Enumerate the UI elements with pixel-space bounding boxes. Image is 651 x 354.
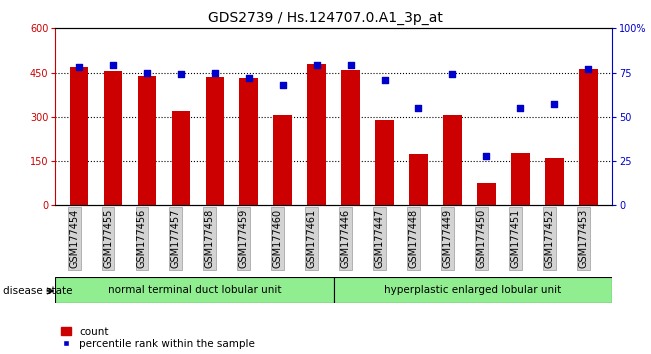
Text: GSM177454: GSM177454 bbox=[69, 209, 79, 268]
Bar bbox=[70, 67, 89, 205]
Bar bbox=[443, 115, 462, 205]
Point bbox=[210, 70, 220, 75]
Text: GSM177455: GSM177455 bbox=[103, 209, 113, 268]
Bar bbox=[172, 111, 190, 205]
Point bbox=[346, 63, 356, 68]
Point bbox=[243, 75, 254, 81]
Bar bbox=[341, 70, 360, 205]
Point bbox=[515, 105, 525, 111]
Text: GSM177456: GSM177456 bbox=[137, 209, 147, 268]
Text: GSM177461: GSM177461 bbox=[307, 209, 316, 268]
Text: GSM177451: GSM177451 bbox=[510, 209, 520, 268]
Text: GDS2739 / Hs.124707.0.A1_3p_at: GDS2739 / Hs.124707.0.A1_3p_at bbox=[208, 11, 443, 25]
Bar bbox=[545, 158, 564, 205]
Text: GSM177460: GSM177460 bbox=[273, 209, 283, 268]
Point bbox=[142, 70, 152, 75]
Bar bbox=[333, 277, 612, 303]
Bar bbox=[579, 69, 598, 205]
Bar bbox=[307, 64, 326, 205]
Bar bbox=[273, 115, 292, 205]
Text: GSM177449: GSM177449 bbox=[443, 209, 452, 268]
Text: GSM177458: GSM177458 bbox=[205, 209, 215, 268]
Point bbox=[481, 153, 492, 159]
Text: GSM177459: GSM177459 bbox=[239, 209, 249, 268]
Bar bbox=[375, 120, 394, 205]
Text: GSM177452: GSM177452 bbox=[544, 209, 554, 268]
Text: GSM177450: GSM177450 bbox=[477, 209, 486, 268]
Text: GSM177448: GSM177448 bbox=[408, 209, 419, 268]
Bar bbox=[409, 154, 428, 205]
Point bbox=[549, 102, 559, 107]
Point bbox=[413, 105, 424, 111]
Point bbox=[108, 63, 118, 68]
Text: hyperplastic enlarged lobular unit: hyperplastic enlarged lobular unit bbox=[384, 285, 561, 295]
Bar bbox=[240, 78, 258, 205]
Text: GSM177446: GSM177446 bbox=[340, 209, 351, 268]
Bar bbox=[206, 77, 224, 205]
Point bbox=[380, 77, 390, 82]
Text: normal terminal duct lobular unit: normal terminal duct lobular unit bbox=[107, 285, 281, 295]
Bar bbox=[104, 71, 122, 205]
Point bbox=[176, 72, 186, 77]
Text: GSM177453: GSM177453 bbox=[578, 209, 589, 268]
Point bbox=[583, 66, 594, 72]
Point bbox=[74, 64, 84, 70]
Text: GSM177457: GSM177457 bbox=[171, 209, 181, 268]
Bar bbox=[477, 183, 495, 205]
Bar bbox=[511, 153, 530, 205]
Text: GSM177447: GSM177447 bbox=[374, 209, 385, 268]
Text: disease state: disease state bbox=[3, 286, 73, 296]
Legend: count, percentile rank within the sample: count, percentile rank within the sample bbox=[61, 327, 255, 349]
Bar bbox=[137, 75, 156, 205]
Point bbox=[447, 72, 458, 77]
Point bbox=[311, 63, 322, 68]
Bar bbox=[55, 277, 333, 303]
Point bbox=[277, 82, 288, 88]
